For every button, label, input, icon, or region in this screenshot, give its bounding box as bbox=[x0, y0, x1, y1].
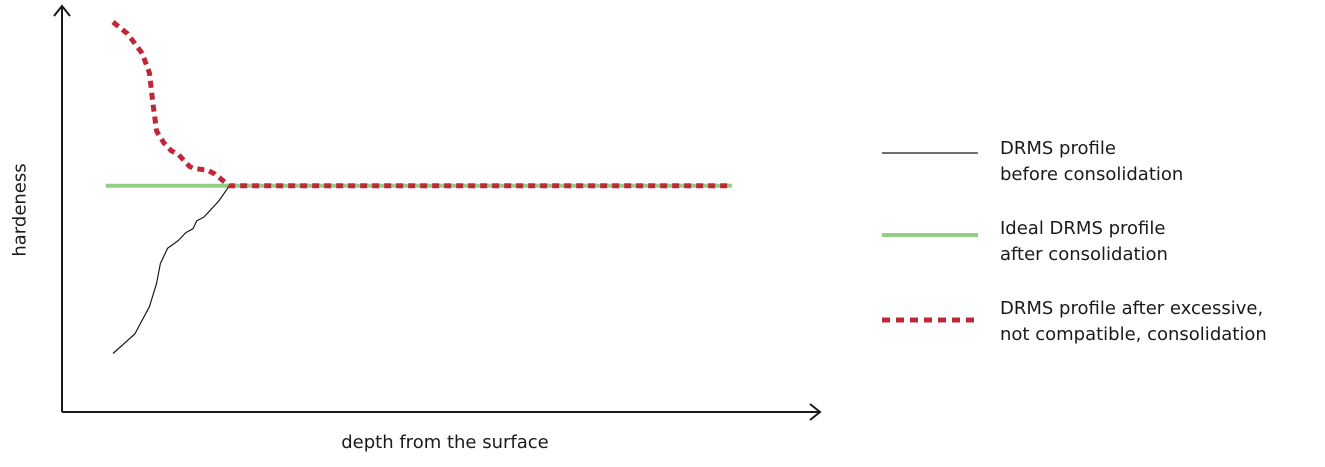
axes bbox=[53, 4, 822, 421]
y-axis-label: hardeness bbox=[9, 163, 31, 257]
legend-label-before: DRMS profile before consolidation bbox=[1000, 136, 1325, 188]
legend-label-ideal-line2: after consolidation bbox=[1000, 244, 1168, 265]
series-layer bbox=[105, 20, 732, 354]
legend-swatch-before bbox=[882, 152, 978, 154]
legend-label-excessive: DRMS profile after excessive, not compat… bbox=[1000, 296, 1325, 348]
legend-swatch-ideal bbox=[882, 233, 978, 237]
legend-label-excessive-line2: not compatible, consolidation bbox=[1000, 324, 1267, 345]
series-before-consolidation bbox=[112, 185, 230, 354]
legend-label-excessive-line1: DRMS profile after excessive, bbox=[1000, 298, 1264, 319]
legend-label-before-line1: DRMS profile bbox=[1000, 138, 1116, 159]
x-axis-label: depth from the surface bbox=[341, 432, 549, 453]
x-axis-arrowhead bbox=[809, 403, 822, 421]
legend-label-ideal: Ideal DRMS profile after consolidation bbox=[1000, 216, 1325, 268]
series-excessive-consolidation bbox=[111, 20, 732, 189]
y-axis-arrowhead bbox=[53, 4, 71, 17]
legend-swatch-excessive bbox=[882, 317, 978, 323]
legend-label-ideal-line1: Ideal DRMS profile bbox=[1000, 218, 1166, 239]
legend-label-before-line2: before consolidation bbox=[1000, 164, 1184, 185]
